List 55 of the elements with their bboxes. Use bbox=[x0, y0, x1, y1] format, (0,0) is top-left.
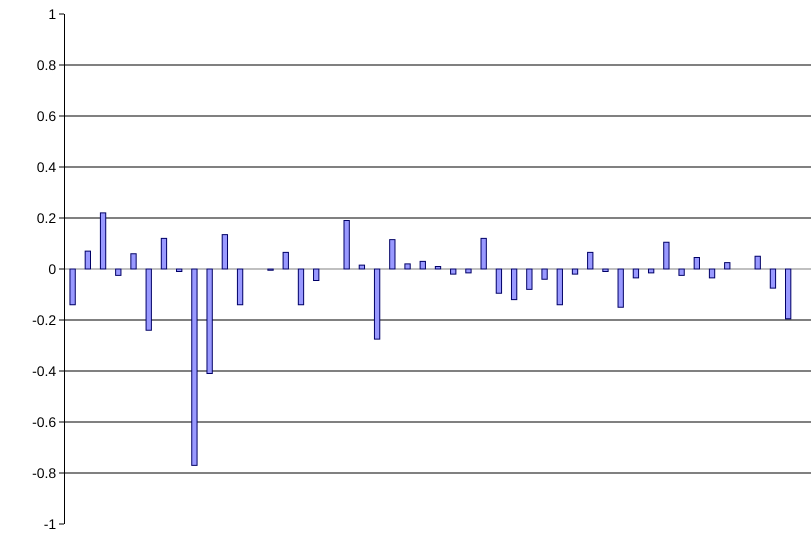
bar bbox=[374, 268, 380, 340]
bar bbox=[420, 260, 426, 270]
y-tick-label: -0.6 bbox=[32, 414, 56, 430]
bar bbox=[785, 268, 792, 320]
bar bbox=[130, 253, 137, 270]
bar bbox=[282, 252, 289, 270]
y-tick-label: -1 bbox=[44, 516, 56, 532]
bar bbox=[191, 268, 198, 466]
bar bbox=[404, 263, 411, 270]
bar bbox=[541, 268, 548, 280]
bar bbox=[602, 268, 609, 272]
bar bbox=[526, 268, 533, 290]
bar bbox=[206, 268, 213, 374]
y-tick-label: -0.4 bbox=[32, 362, 56, 379]
bar bbox=[480, 238, 487, 270]
bar bbox=[724, 262, 730, 270]
bar bbox=[496, 268, 502, 294]
bar bbox=[572, 268, 578, 275]
bar bbox=[236, 268, 244, 306]
y-tick-label: 0 bbox=[48, 260, 56, 277]
bar bbox=[648, 268, 654, 274]
y-tick-label: 0.4 bbox=[36, 158, 56, 175]
bar bbox=[358, 264, 366, 270]
y-tick-label: -0.8 bbox=[32, 464, 56, 481]
bar bbox=[708, 268, 716, 278]
bar bbox=[389, 239, 396, 270]
bar bbox=[434, 266, 442, 270]
bar bbox=[587, 252, 594, 270]
y-tick-label: 0.6 bbox=[36, 108, 56, 124]
bar bbox=[69, 268, 76, 306]
bar bbox=[450, 268, 456, 275]
bar bbox=[343, 220, 350, 270]
bar bbox=[556, 268, 563, 306]
bar bbox=[146, 268, 152, 331]
bar bbox=[115, 268, 122, 276]
y-tick-label: 0.2 bbox=[36, 210, 56, 226]
bar bbox=[632, 268, 640, 278]
y-tick-label: 1 bbox=[48, 6, 56, 22]
bar bbox=[510, 268, 518, 300]
bar bbox=[222, 234, 228, 270]
bar bbox=[298, 268, 304, 306]
bar bbox=[176, 268, 182, 272]
bar bbox=[465, 268, 472, 274]
bar bbox=[754, 256, 761, 270]
bar bbox=[84, 250, 91, 270]
bar bbox=[663, 242, 670, 270]
bar bbox=[313, 268, 320, 281]
y-tick-label: 0.8 bbox=[36, 56, 56, 73]
bar bbox=[618, 268, 624, 308]
bar bbox=[100, 212, 106, 270]
bar bbox=[694, 257, 700, 270]
bar bbox=[678, 268, 685, 276]
bar bbox=[770, 268, 776, 289]
y-tick-label: -0.2 bbox=[32, 312, 56, 328]
bar bbox=[160, 238, 168, 270]
